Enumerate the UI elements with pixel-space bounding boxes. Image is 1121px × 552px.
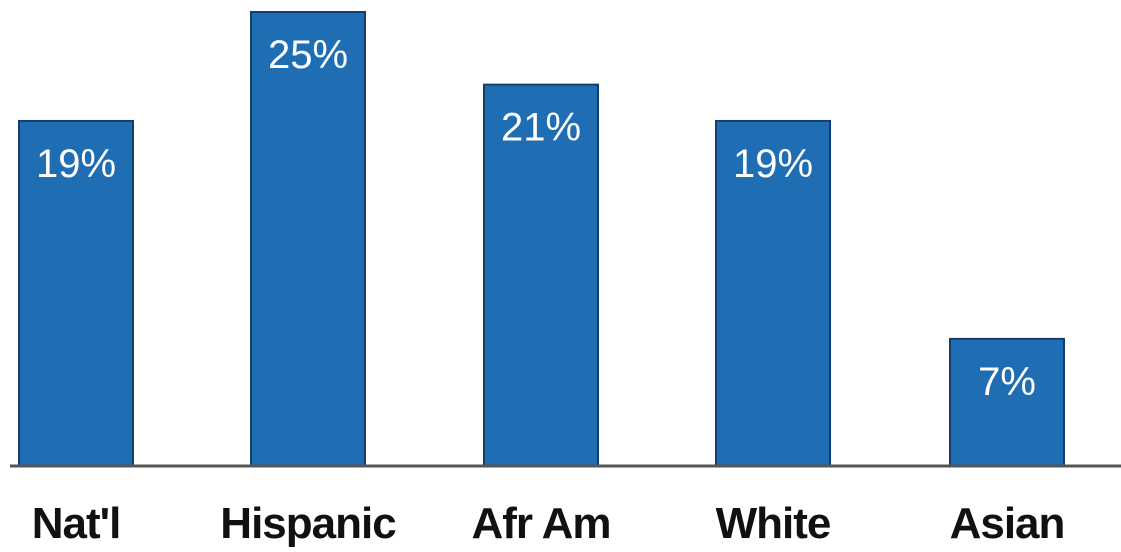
category-label-0: Nat'l (32, 499, 121, 548)
bar-4 (949, 337, 1065, 468)
bar-0 (18, 119, 134, 468)
value-labels-group: 19% 25% 21% 19% 7% (36, 33, 1036, 404)
value-label-3: 19% (733, 142, 813, 186)
value-label-2: 21% (501, 106, 581, 150)
bar-3 (715, 119, 831, 468)
bars-group (18, 11, 1065, 468)
value-label-4: 7% (978, 360, 1036, 404)
bar-1 (250, 11, 366, 467)
value-label-1: 25% (268, 33, 348, 77)
category-labels-group: Nat'l Hispanic Afr Am White Asian (32, 499, 1066, 548)
category-label-3: White (716, 499, 831, 548)
category-label-4: Asian (950, 499, 1065, 548)
bar-2 (483, 83, 599, 467)
category-label-2: Afr Am (471, 499, 610, 548)
category-label-1: Hispanic (220, 499, 396, 548)
value-label-0: 19% (36, 142, 116, 186)
